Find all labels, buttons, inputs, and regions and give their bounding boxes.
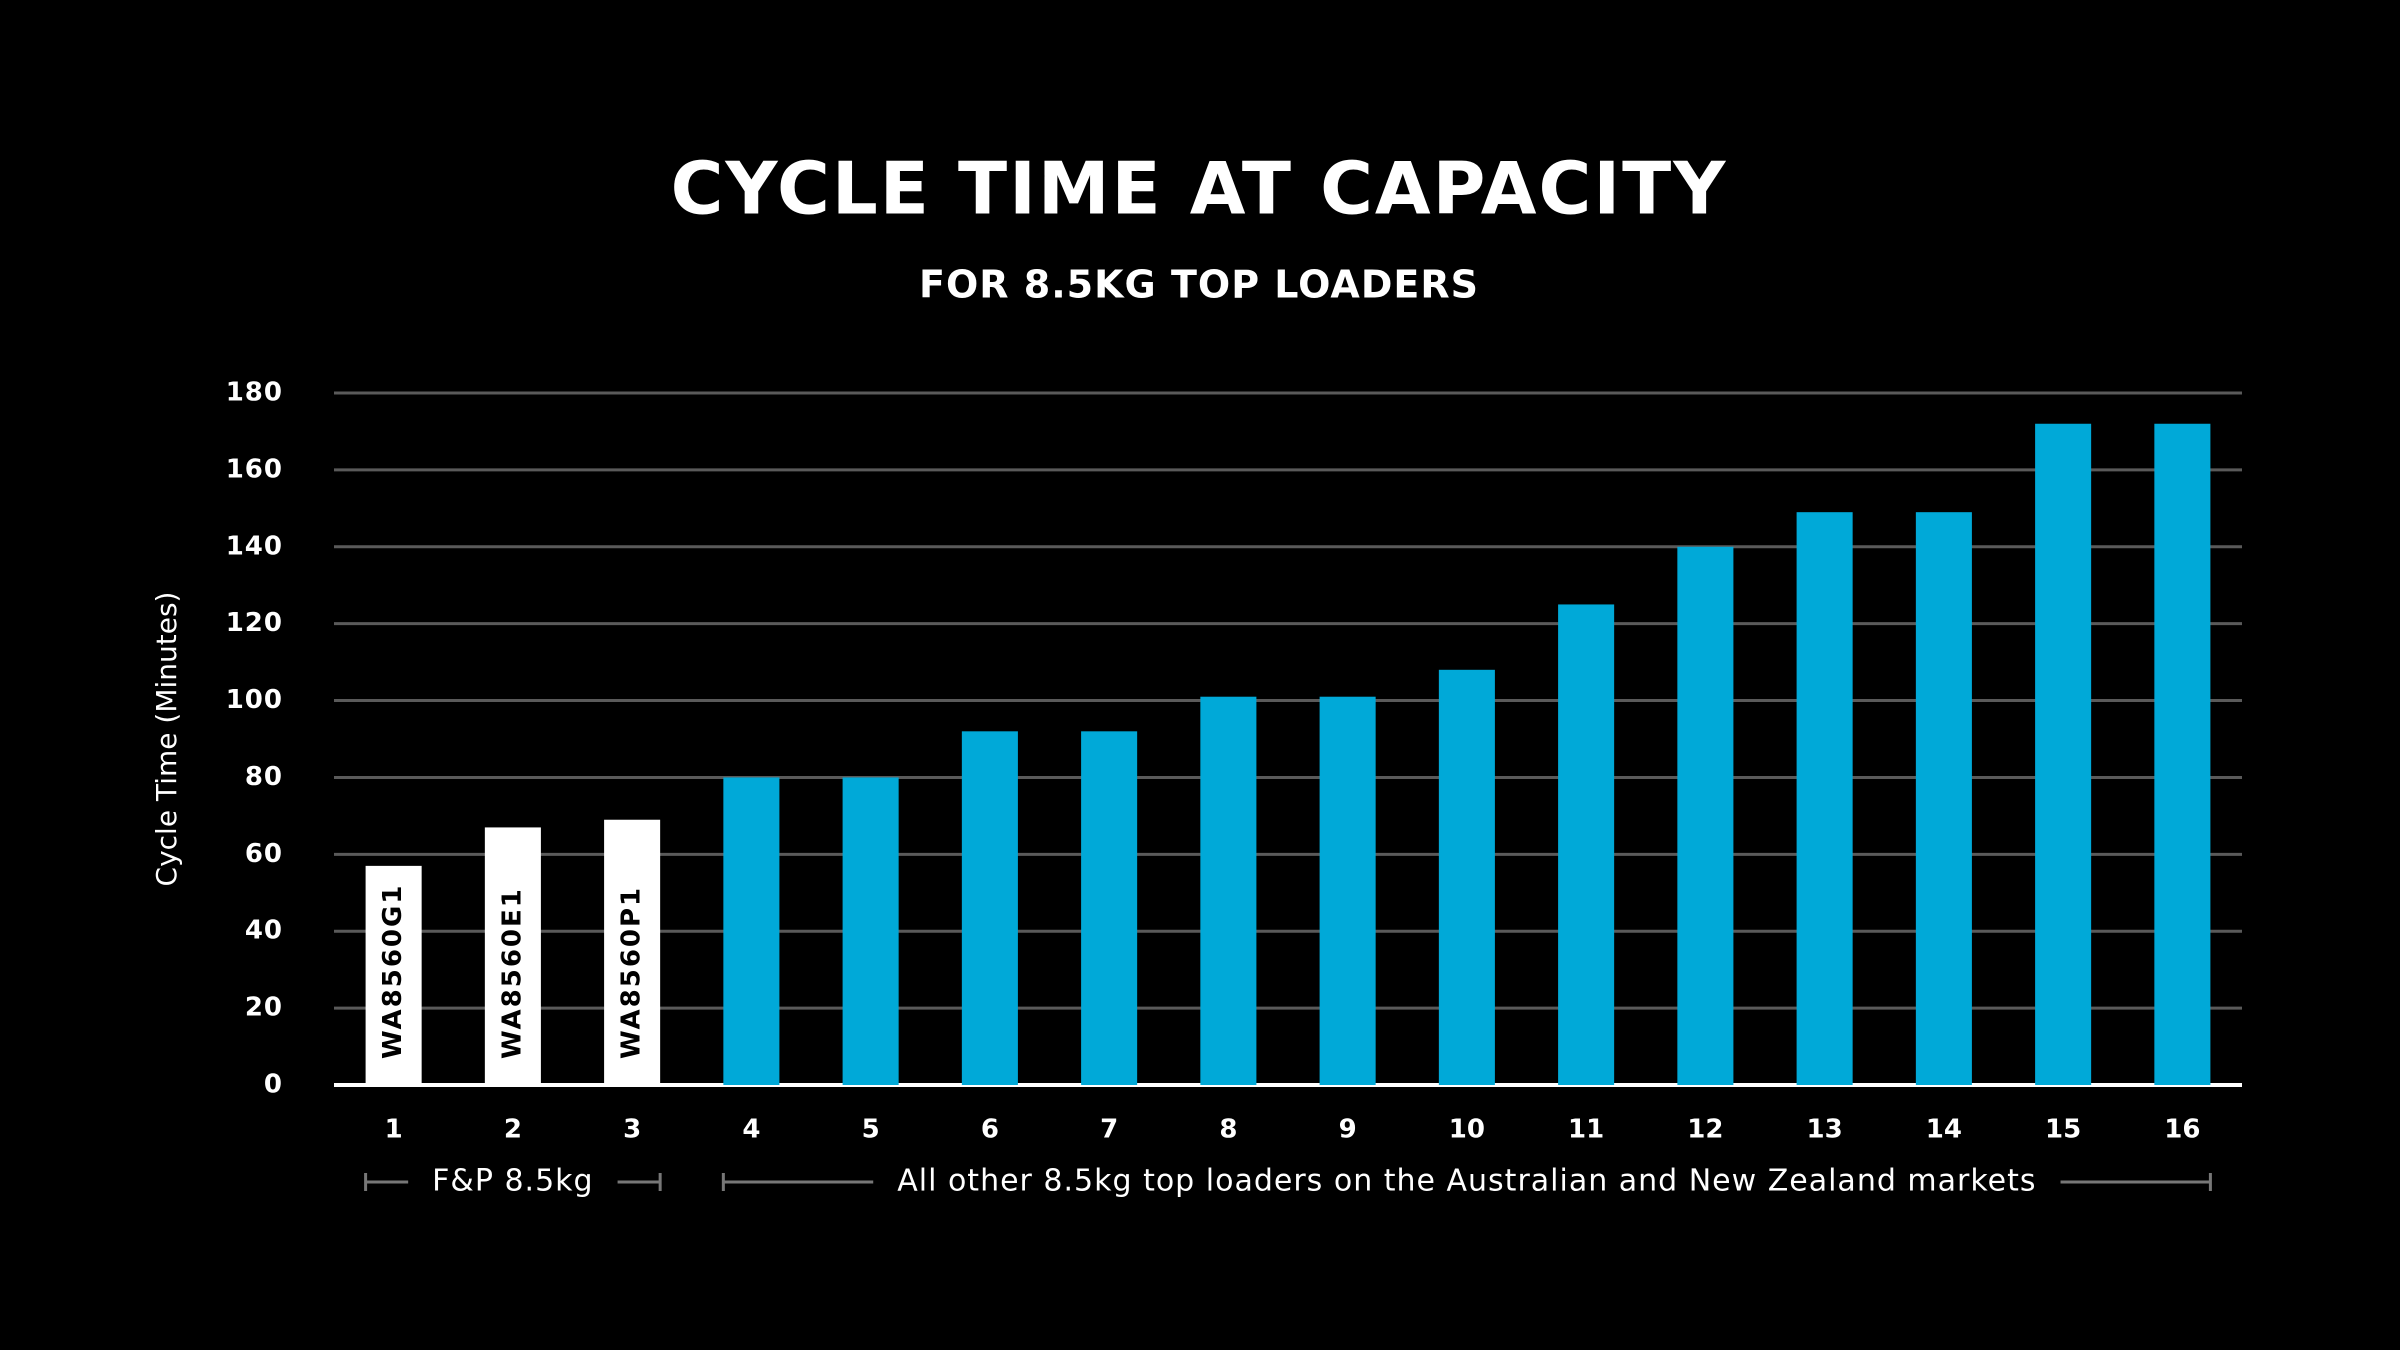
x-tick-label: 10 [1449,1115,1485,1145]
y-tick-label: 60 [245,839,283,869]
group-label-background [408,1162,618,1202]
y-tick-label: 20 [245,993,283,1023]
bar [1081,731,1138,1085]
bar [1558,604,1615,1085]
bar [723,777,780,1085]
x-tick-label: 11 [1568,1115,1604,1145]
x-tick-label: 13 [1807,1115,1843,1145]
y-tick-label: 120 [226,608,283,638]
y-tick-label: 180 [226,378,283,408]
bar [2154,423,2211,1085]
x-tick-label: 9 [1339,1115,1357,1145]
bar-label: WA8560G1 [378,884,408,1059]
bar-label: WA8560P1 [617,886,647,1059]
x-tick-label: 16 [2164,1115,2200,1145]
x-tick-label: 5 [862,1115,880,1145]
x-tick-label: 12 [1687,1115,1723,1145]
bar [365,865,422,1085]
x-tick-label: 14 [1926,1115,1962,1145]
legend-label: All other 8.5kg top loaders on the Austr… [897,1164,2036,1199]
bar [484,827,541,1085]
bar [1438,669,1495,1085]
x-tick-label: 6 [981,1115,999,1145]
legend-label: F&P 8.5kg [432,1164,593,1199]
bar [2035,423,2092,1085]
bar [1796,512,1853,1085]
y-tick-label: 140 [226,531,283,561]
bar [842,777,899,1085]
y-tick-label: 160 [226,454,283,484]
x-tick-label: 8 [1219,1115,1237,1145]
y-axis-label: Cycle Time (Minutes) [150,592,183,887]
bar [961,731,1018,1085]
y-tick-label: 80 [245,762,283,792]
y-tick-label: 40 [245,916,283,946]
chart-subtitle: FOR 8.5KG TOP LOADERS [919,263,1479,307]
x-tick-label: 3 [623,1115,641,1145]
bar [604,819,661,1085]
bar [1200,696,1257,1085]
x-tick-label: 2 [504,1115,522,1145]
bar [1319,696,1376,1085]
y-tick-label: 0 [264,1070,283,1100]
bar [1915,512,1972,1085]
x-tick-label: 7 [1100,1115,1118,1145]
group-label-background [873,1162,2061,1202]
chart-title: CYCLE TIME AT CAPACITY [671,147,1728,231]
bar [1677,546,1734,1085]
x-tick-label: 1 [385,1115,403,1145]
x-tick-label: 15 [2045,1115,2081,1145]
x-tick-label: 4 [742,1115,760,1145]
bar-label: WA8560E1 [497,887,527,1059]
y-tick-label: 100 [226,685,283,715]
